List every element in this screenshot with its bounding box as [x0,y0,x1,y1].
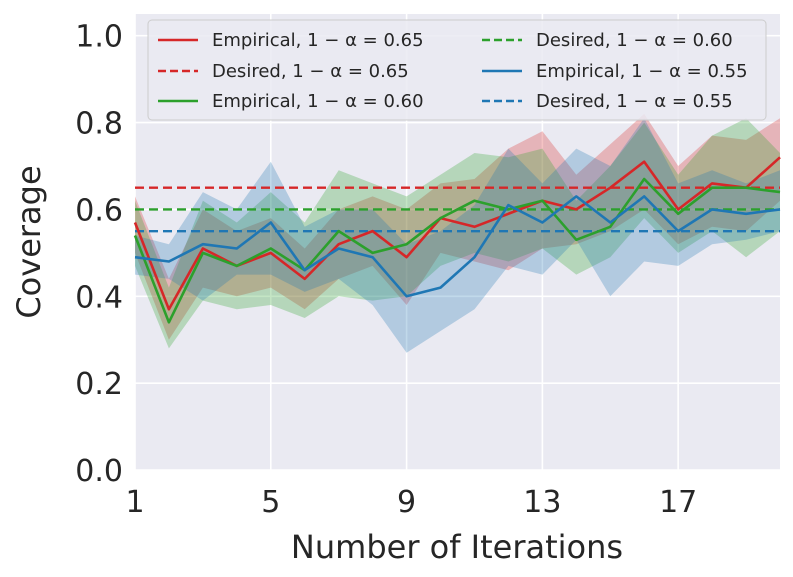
y-tick-label-5: 1.0 [75,20,123,55]
line-series-2 [133,177,781,324]
y-tick-labels: 0.0 0.2 0.4 0.6 0.8 1.0 [75,20,123,489]
y-axis-label: Coverage [10,165,48,318]
band-series-2 [135,118,780,349]
empirical-lines [133,156,781,324]
band-series-0 [135,113,780,340]
x-tick-labels: 1 5 9 13 17 [125,485,697,520]
y-tick-label-1: 0.2 [75,367,123,402]
x-tick-label-0: 1 [125,485,144,520]
x-tick-label-2: 9 [397,485,416,520]
legend: Empirical, 1 − α = 0.65 Desired, 1 − α = … [147,19,767,121]
band-series-4 [135,118,780,353]
legend-label-4: Empirical, 1 − α = 0.55 [536,61,748,82]
confidence-bands [135,113,780,353]
x-axis-label: Number of Iterations [291,528,623,566]
y-tick-label-2: 0.4 [75,280,123,315]
legend-label-0: Empirical, 1 − α = 0.65 [212,30,424,51]
line-series-4 [134,195,781,298]
x-tick-label-4: 17 [659,485,697,520]
legend-label-5: Desired, 1 − α = 0.55 [536,91,733,112]
y-tick-label-3: 0.6 [75,193,123,228]
legend-label-1: Desired, 1 − α = 0.65 [212,61,409,82]
x-tick-label-3: 13 [523,485,561,520]
y-tick-label-4: 0.8 [75,107,123,142]
legend-box [147,19,767,121]
legend-label-2: Empirical, 1 − α = 0.60 [212,91,424,112]
y-tick-label-0: 0.0 [75,454,123,489]
x-tick-label-1: 5 [261,485,280,520]
legend-label-3: Desired, 1 − α = 0.60 [536,30,733,51]
